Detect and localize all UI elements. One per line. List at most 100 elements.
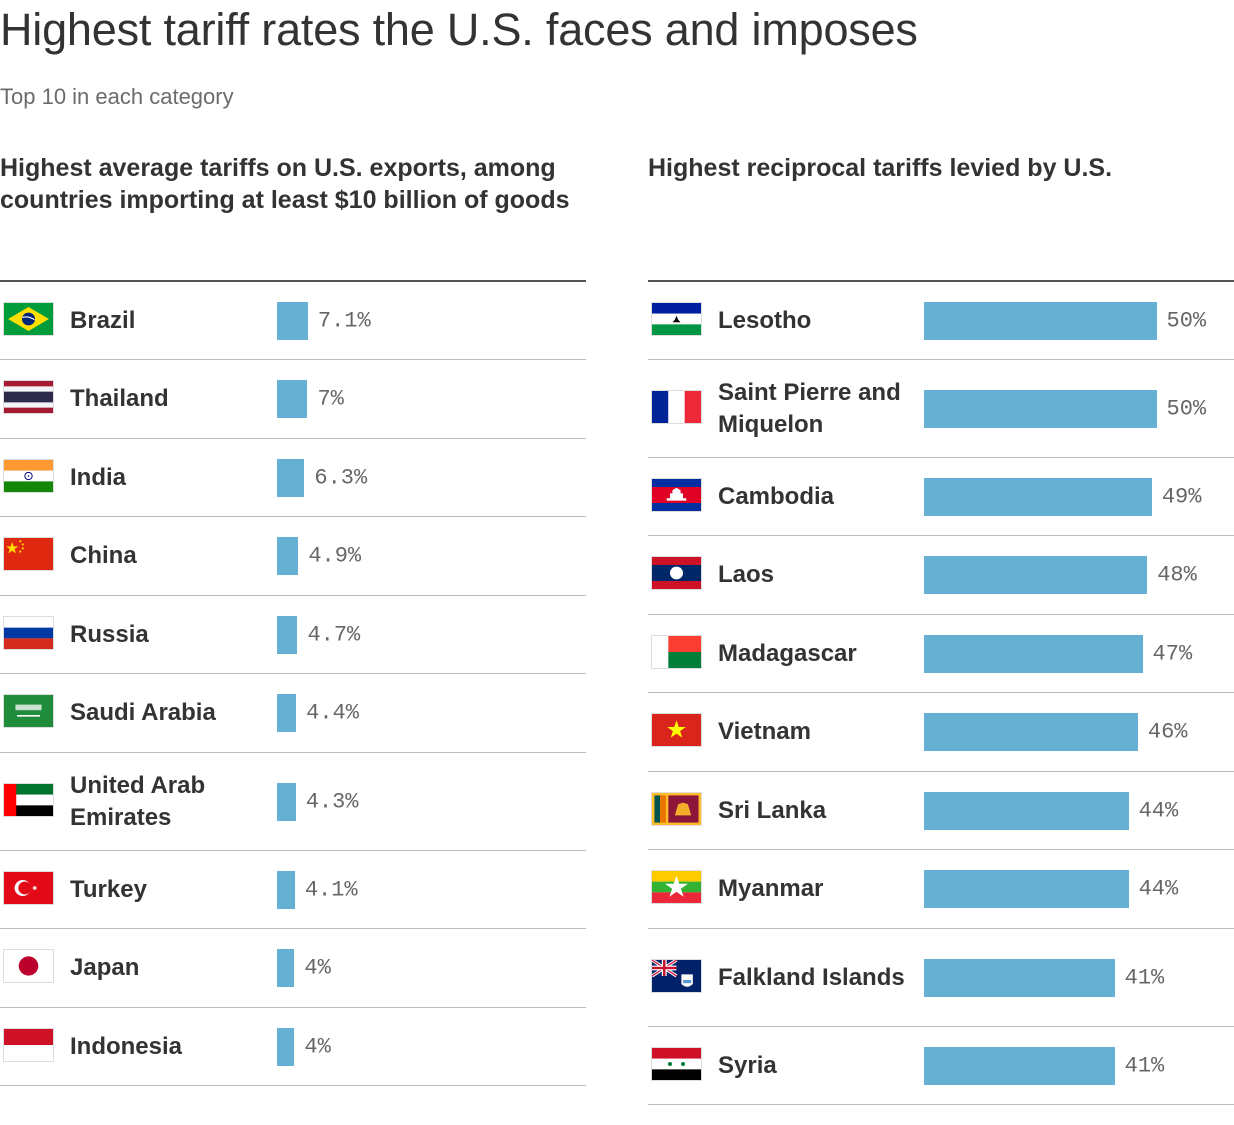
category-label-indonesia: Indonesia xyxy=(70,1032,183,1060)
reciprocal-tariff-panel: Highest reciprocal tariffs levied by U.S… xyxy=(648,152,1234,1105)
data-label-indonesia: 4% xyxy=(304,1034,331,1059)
bar-row-india: India 6.3% xyxy=(0,439,586,517)
bar-united-arab-emirates xyxy=(277,782,296,821)
category-label-thailand: Thailand xyxy=(70,385,169,412)
exports-tariff-panel: Highest average tariffs on U.S. exports,… xyxy=(0,152,586,1086)
bar-syria xyxy=(924,1046,1115,1085)
saint-pierre-miquelon-flag-icon xyxy=(651,389,702,424)
category-label-brazil: Brazil xyxy=(70,306,136,334)
bar-laos xyxy=(924,556,1148,594)
data-label-turkey: 4.1% xyxy=(304,877,358,902)
bar-vietnam xyxy=(924,713,1138,751)
data-label-myanmar: 44% xyxy=(1138,876,1179,902)
category-label-madagascar: Madagascar xyxy=(718,639,857,667)
sri-lanka-flag-icon xyxy=(651,791,702,826)
uae-flag-icon xyxy=(3,782,54,817)
saudi-arabia-flag-icon xyxy=(3,694,54,728)
data-label-saudi-arabia: 4.4% xyxy=(306,700,359,726)
bar-myanmar xyxy=(924,870,1129,908)
bar-india xyxy=(277,458,305,497)
bar-row-saint-pierre-and-miquelon: Saint Pierre and Miquelon 50% xyxy=(648,360,1234,458)
data-label-china: 4.9% xyxy=(308,543,362,569)
category-label-lesotho: Lesotho xyxy=(718,306,812,334)
bar-row-cambodia: Cambodia 49% xyxy=(648,458,1234,536)
bar-row-laos: Laos 48% xyxy=(648,536,1234,615)
category-label-cambodia: Cambodia xyxy=(718,482,835,510)
bar-russia xyxy=(277,615,298,654)
brazil-flag-icon xyxy=(3,301,54,336)
lesotho-flag-icon xyxy=(651,301,702,336)
bar-saudi-arabia xyxy=(277,694,297,732)
data-label-japan: 4% xyxy=(304,955,331,981)
syria-flag-icon xyxy=(651,1046,702,1081)
category-label-india: India xyxy=(70,463,127,491)
data-label-madagascar: 47% xyxy=(1152,641,1193,666)
bar-indonesia xyxy=(277,1027,295,1066)
exports-tariff-rows: Brazil 7.1% Thailand 7% India 6.3% China 4.9% Ru… xyxy=(0,280,586,1086)
india-flag-icon xyxy=(3,458,54,493)
bar-row-sri-lanka: Sri Lanka 44% xyxy=(648,772,1234,850)
vietnam-flag-icon xyxy=(651,713,702,747)
data-label-united-arab-emirates: 4.3% xyxy=(305,789,359,814)
category-label-saint-pierre-and-miquelon: Saint Pierre and Miquelon xyxy=(718,378,901,438)
category-label-sri-lanka: Sri Lanka xyxy=(718,796,827,824)
bar-row-brazil: Brazil 7.1% xyxy=(0,282,586,360)
reciprocal-tariff-panel-title: Highest reciprocal tariffs levied by U.S… xyxy=(648,154,1113,182)
data-label-laos: 48% xyxy=(1157,562,1197,588)
category-label-laos: Laos xyxy=(718,561,775,588)
indonesia-flag-icon xyxy=(3,1027,54,1062)
data-label-lesotho: 50% xyxy=(1166,308,1207,333)
category-label-myanmar: Myanmar xyxy=(718,875,824,902)
bar-row-china: China 4.9% xyxy=(0,517,586,596)
laos-flag-icon xyxy=(651,556,702,590)
category-label-japan: Japan xyxy=(70,954,140,981)
exports-tariff-panel-title: Highest average tariffs on U.S. exports,… xyxy=(0,154,570,214)
bar-falkland-islands xyxy=(924,958,1115,997)
bar-row-syria: Syria 41% xyxy=(648,1027,1234,1105)
category-label-vietnam: Vietnam xyxy=(718,718,811,745)
bar-japan xyxy=(277,949,295,987)
category-label-syria: Syria xyxy=(718,1051,777,1079)
bar-row-japan: Japan 4% xyxy=(0,929,586,1008)
data-label-cambodia: 49% xyxy=(1161,484,1202,509)
data-label-sri-lanka: 44% xyxy=(1138,798,1179,823)
data-label-saint-pierre-and-miquelon: 50% xyxy=(1166,396,1207,421)
china-flag-icon xyxy=(3,537,54,571)
data-label-brazil: 7.1% xyxy=(317,308,371,333)
bar-row-thailand: Thailand 7% xyxy=(0,360,586,439)
bar-row-madagascar: Madagascar 47% xyxy=(648,615,1234,693)
thailand-flag-icon xyxy=(3,380,54,414)
bar-row-saudi-arabia: Saudi Arabia 4.4% xyxy=(0,674,586,753)
bar-thailand xyxy=(277,380,308,418)
bar-row-united-arab-emirates: United Arab Emirates 4.3% xyxy=(0,753,586,851)
bar-row-turkey: Turkey 4.1% xyxy=(0,851,586,929)
bar-cambodia xyxy=(924,477,1152,516)
bar-madagascar xyxy=(924,634,1143,673)
data-label-vietnam: 46% xyxy=(1147,719,1188,745)
category-label-china: China xyxy=(70,542,137,569)
bar-row-myanmar: Myanmar 44% xyxy=(648,850,1234,929)
bar-lesotho xyxy=(924,301,1157,340)
bar-brazil xyxy=(277,301,308,340)
bar-row-russia: Russia 4.7% xyxy=(0,596,586,674)
bar-row-indonesia: Indonesia 4% xyxy=(0,1008,586,1086)
category-label-falkland-islands: Falkland Islands xyxy=(718,963,905,991)
data-label-india: 6.3% xyxy=(314,465,368,490)
data-label-thailand: 7% xyxy=(317,386,344,412)
reciprocal-tariff-rows: Lesotho 50% Saint Pierre and Miquelon 50% Ca… xyxy=(648,280,1234,1105)
bar-row-vietnam: Vietnam 46% xyxy=(648,693,1234,772)
bar-saint-pierre-and-miquelon xyxy=(924,389,1157,428)
category-label-russia: Russia xyxy=(70,620,149,648)
bar-row-falkland-islands: Falkland Islands 41% xyxy=(648,929,1234,1027)
chart-title: Highest tariff rates the U.S. faces and … xyxy=(0,4,918,55)
cambodia-flag-icon xyxy=(651,477,702,512)
madagascar-flag-icon xyxy=(651,634,702,669)
bar-sri-lanka xyxy=(924,791,1129,830)
bar-turkey xyxy=(277,870,295,909)
category-label-saudi-arabia: Saudi Arabia xyxy=(70,699,216,726)
turkey-flag-icon xyxy=(3,870,54,905)
category-label-turkey: Turkey xyxy=(70,875,147,903)
bar-china xyxy=(277,537,299,575)
category-label-united-arab-emirates: United Arab Emirates xyxy=(70,771,206,831)
japan-flag-icon xyxy=(3,949,54,983)
